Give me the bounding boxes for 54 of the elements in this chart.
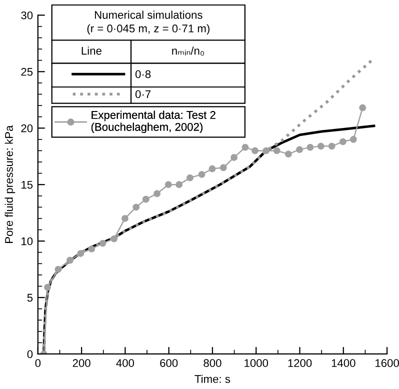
x-tick-label: 800 bbox=[204, 359, 222, 368]
annotation: nₘᵢₙ/n₀ bbox=[172, 46, 204, 56]
y-tick-label: 30 bbox=[21, 11, 33, 20]
x-tick-label: 400 bbox=[116, 359, 134, 368]
point bbox=[186, 174, 194, 182]
point bbox=[306, 144, 314, 151]
legend-label: Experimental data: Test 2 (Bouchelaghem, 2002) bbox=[91, 110, 216, 134]
point bbox=[142, 196, 150, 203]
y-tick-label: 25 bbox=[21, 68, 33, 76]
point bbox=[198, 170, 206, 178]
y-tick-label: 15 bbox=[22, 180, 33, 189]
x-tick-label: 1200 bbox=[288, 359, 312, 368]
point bbox=[350, 136, 357, 143]
point bbox=[359, 104, 366, 112]
point bbox=[66, 256, 74, 264]
x-tick-label: 0 bbox=[35, 359, 41, 368]
point bbox=[132, 204, 140, 211]
point bbox=[54, 266, 62, 273]
point bbox=[339, 138, 346, 146]
y-tick-label: 10 bbox=[22, 237, 33, 246]
point bbox=[44, 284, 51, 291]
annotation: Line bbox=[82, 46, 102, 55]
legend-title: Numerical simulations (r = 0·045 m, z = 0·71 m) bbox=[87, 10, 210, 35]
x-tick-label: 1600 bbox=[376, 359, 399, 368]
point bbox=[317, 142, 324, 150]
point bbox=[273, 147, 280, 154]
point bbox=[220, 164, 227, 172]
point bbox=[99, 240, 106, 247]
point bbox=[296, 146, 304, 154]
x-tick-label: 200 bbox=[72, 359, 90, 368]
point bbox=[252, 147, 258, 154]
x-tick-label: 1000 bbox=[244, 359, 268, 368]
y-tick-label: 20 bbox=[21, 124, 33, 132]
x-tick-label: 600 bbox=[160, 359, 178, 368]
point bbox=[110, 235, 118, 242]
y-tick-label: 0 bbox=[27, 350, 33, 358]
point bbox=[208, 165, 216, 172]
point bbox=[242, 144, 249, 151]
point bbox=[164, 181, 172, 188]
point bbox=[284, 150, 292, 158]
point bbox=[230, 154, 238, 161]
legend-label: 0·8 bbox=[135, 70, 151, 78]
point bbox=[176, 181, 183, 188]
point bbox=[88, 245, 96, 252]
point bbox=[77, 250, 84, 257]
point bbox=[328, 142, 336, 150]
point bbox=[121, 214, 128, 222]
x-axis-title: Time: s bbox=[194, 374, 230, 383]
point bbox=[154, 190, 161, 198]
point bbox=[262, 147, 270, 154]
legend-label: 0·7 bbox=[135, 90, 151, 98]
x-tick-label: 1400 bbox=[332, 359, 356, 368]
y-axis-title: Pore fluid pressure: kPa bbox=[4, 125, 16, 243]
y-tick-label: 5 bbox=[27, 294, 33, 302]
